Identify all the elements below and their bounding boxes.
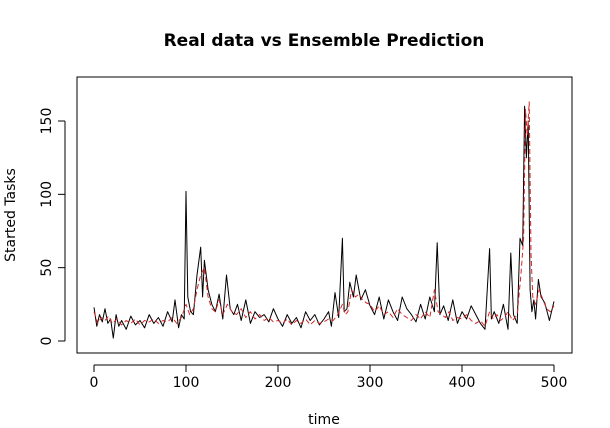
plot-frame <box>76 76 573 354</box>
y-tick-label: 50 <box>39 259 55 277</box>
x-tick-label: 200 <box>265 375 292 391</box>
x-tick-label: 400 <box>449 375 476 391</box>
x-tick-label: 0 <box>90 375 99 391</box>
series-layer <box>93 101 555 339</box>
y-axis: 0 50 100 150 <box>39 108 66 346</box>
y-tick-label: 150 <box>39 108 55 135</box>
y-tick-label: 0 <box>39 337 55 346</box>
x-axis: 0 100 200 300 400 500 <box>90 364 568 391</box>
x-axis-label: time <box>308 412 340 428</box>
chart-title: Real data vs Ensemble Prediction <box>164 31 485 51</box>
y-tick-label: 100 <box>39 181 55 208</box>
series-line-ensemble <box>93 101 555 327</box>
series-line-real <box>93 105 555 339</box>
x-tick-label: 500 <box>541 375 568 391</box>
x-tick-label: 100 <box>173 375 200 391</box>
y-axis-label: Started Tasks <box>3 168 19 262</box>
x-tick-label: 300 <box>357 375 384 391</box>
